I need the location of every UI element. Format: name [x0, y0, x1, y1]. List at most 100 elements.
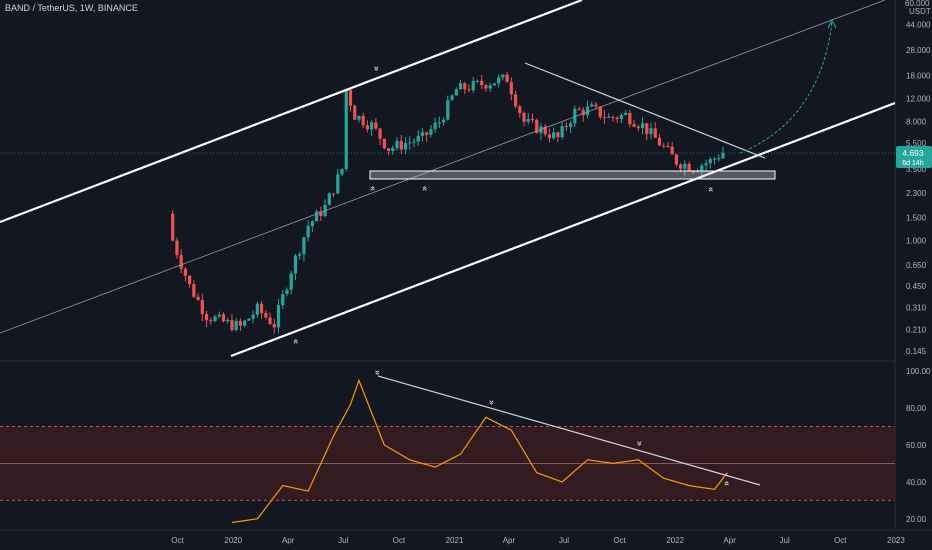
candle-body	[654, 128, 657, 137]
candle-body	[709, 159, 712, 163]
candle-body	[506, 75, 509, 83]
candle-body	[594, 105, 597, 107]
candle-body	[429, 129, 432, 135]
candle-body	[243, 321, 246, 326]
candle-body	[421, 132, 424, 136]
candle-body	[493, 83, 496, 85]
candle-body	[565, 126, 568, 127]
candle-body	[315, 211, 318, 221]
candle-body	[196, 297, 199, 300]
candle-body	[662, 146, 665, 147]
candle-body	[446, 100, 449, 120]
candle-body	[383, 139, 386, 148]
candle-body	[577, 109, 580, 110]
candle-body	[235, 321, 238, 330]
candle-body	[256, 304, 259, 315]
candle-body	[404, 143, 407, 149]
rsi-tick-label: 20.00	[906, 515, 927, 524]
candle-body	[675, 154, 678, 164]
candle-body	[277, 305, 280, 327]
candle-body	[688, 164, 691, 171]
candle-body	[497, 77, 500, 83]
time-tick-label: 2023	[887, 536, 905, 545]
candle-body	[603, 117, 606, 118]
candle-body	[264, 313, 267, 317]
candle-body	[201, 300, 204, 314]
candle-body	[434, 123, 437, 129]
symbol-exchange: BINANCE	[98, 3, 138, 13]
candle-body	[400, 141, 403, 150]
rsi-tick-label: 80.00	[906, 404, 927, 413]
candlestick-series	[171, 72, 724, 334]
candle-body	[476, 81, 479, 82]
candle-body	[514, 94, 517, 106]
candle-body	[628, 113, 631, 124]
candle-body	[624, 113, 627, 115]
symbol-header[interactable]: BAND / TetherUS, 1W, BINANCE	[5, 3, 138, 13]
candle-body	[175, 241, 178, 256]
candle-body	[239, 321, 242, 326]
candle-body	[412, 142, 415, 143]
candle-body	[247, 319, 250, 321]
time-tick-label: Oct	[613, 536, 626, 545]
candle-body	[658, 138, 661, 146]
candle-body	[438, 122, 441, 123]
candle-body	[713, 159, 716, 160]
time-tick-label: 2022	[666, 536, 684, 545]
candle-body	[336, 174, 339, 193]
candle-body	[370, 122, 373, 129]
down-marker-icon: »	[635, 441, 645, 446]
candle-body	[442, 120, 445, 123]
candle-body	[620, 115, 623, 119]
price-axis: 60.000 USDT 44.000 28.000 18.000 12.000 8.00…	[905, 0, 931, 356]
down-marker-icon: »	[373, 370, 383, 375]
support-zone[interactable]	[370, 171, 775, 179]
candle-body	[607, 117, 610, 118]
candle-body	[518, 106, 521, 112]
candle-body	[209, 320, 212, 321]
candle-body	[450, 96, 453, 100]
channel-upper-trendline[interactable]	[0, 0, 582, 222]
price-axis-unit: USDT	[909, 7, 931, 16]
candle-body	[171, 214, 174, 241]
down-marker-icon: »	[372, 66, 382, 71]
time-tick-label: Apr	[503, 536, 516, 545]
candle-body	[273, 324, 276, 327]
candle-body	[205, 314, 208, 320]
descending-resistance-trendline[interactable]	[525, 63, 765, 158]
channel-middle-trendline[interactable]	[0, 0, 885, 333]
candle-body	[294, 256, 297, 274]
candle-body	[700, 165, 703, 170]
candle-body	[616, 118, 619, 119]
candle-body	[480, 81, 483, 85]
last-price-label: 4.693	[902, 148, 924, 158]
candle-body	[721, 153, 724, 159]
candle-body	[345, 90, 348, 169]
candle-body	[637, 127, 640, 128]
up-marker-icon: »	[367, 186, 377, 191]
price-tick-label: 12.000	[906, 95, 931, 104]
candle-body	[362, 116, 365, 125]
candle-body	[717, 158, 720, 159]
candle-body	[569, 123, 572, 127]
up-marker-icon: »	[705, 187, 715, 192]
candle-body	[311, 221, 314, 226]
candle-body	[463, 83, 466, 89]
price-tick-label: 1.000	[906, 236, 927, 245]
price-badge: 4.693 6d 14h	[896, 146, 932, 168]
channel-lower-trendline[interactable]	[231, 103, 895, 356]
candle-body	[307, 226, 310, 237]
candle-body	[387, 148, 390, 151]
candle-body	[213, 316, 216, 320]
candle-body	[531, 119, 534, 120]
candle-body	[611, 117, 614, 118]
candle-body	[285, 290, 288, 294]
symbol-interval: 1W	[80, 3, 93, 13]
candle-body	[353, 106, 356, 120]
candle-body	[704, 163, 707, 165]
candle-body	[459, 83, 462, 89]
price-tick-label: 0.310	[906, 303, 927, 312]
time-axis: Oct 2020 Apr Jul Oct 2021 Apr Jul Oct 2022 Apr Jul O…	[171, 536, 905, 545]
rsi-tick-label: 60.00	[906, 441, 927, 450]
